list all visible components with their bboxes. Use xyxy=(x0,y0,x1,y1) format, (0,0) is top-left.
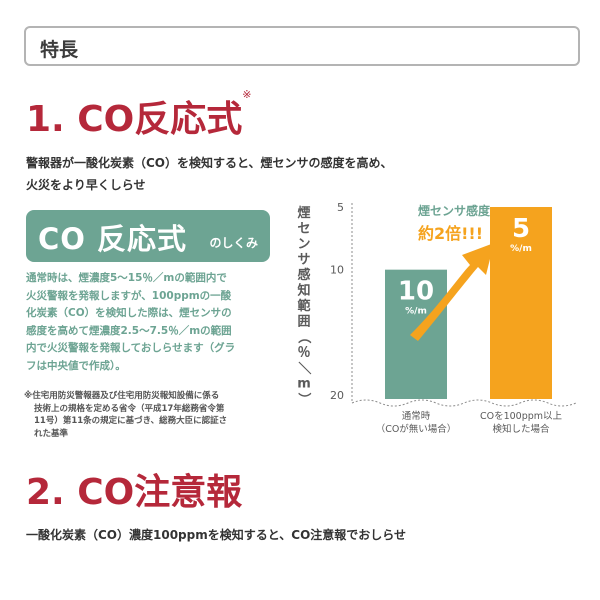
bar-unit-label: %/m xyxy=(510,244,532,254)
category-label: （COが無い場合） xyxy=(376,423,457,435)
bar-value-label: 10 xyxy=(398,277,434,307)
ylabel-char: 範 xyxy=(297,298,310,314)
footnote: ※住宅用防災警報器及び住宅用防災報知設備に係る 技術上の規格を定める省令（平成1… xyxy=(24,390,274,440)
body-line: フは中央値で作成）。 xyxy=(26,359,126,372)
section1-description-line: 警報器が一酸化炭素（CO）を検知すると、煙センサの感度を高め、 xyxy=(26,156,393,170)
header-title: 特長 xyxy=(40,39,79,61)
section1-title: 1. CO反応式※ xyxy=(26,88,252,142)
chart-bar xyxy=(490,207,552,399)
increase-arrow xyxy=(410,243,494,341)
footnote-line: 技術上の規格を定める省令（平成17年総務省令第 xyxy=(34,403,225,414)
header-box: 特長 xyxy=(24,26,580,66)
footnote-line: 11号）第11条の規定に基づき、総務大臣に認証さ xyxy=(34,416,228,426)
section2-title: 2. CO注意報 xyxy=(26,472,243,513)
y-tick-label: 5 xyxy=(337,201,344,214)
bar-unit-label: %/m xyxy=(405,307,427,317)
section2-description: 一酸化炭素（CO）濃度100ppmを検知すると、CO注意報でおしらせ xyxy=(26,528,407,542)
ylabel-char: 煙 xyxy=(297,205,310,221)
y-tick-label: 10 xyxy=(330,264,344,277)
co-mechanism-banner: CO 反応式 のしくみ xyxy=(26,210,270,262)
y-tick-label: 20 xyxy=(330,389,344,402)
annotation-title: 煙センサ感度 xyxy=(418,203,491,218)
category-label: 通常時 xyxy=(402,410,431,422)
ylabel-char: m xyxy=(297,377,311,392)
ylabel-char: 感 xyxy=(297,267,310,283)
chart-y-ticks: 5 10 20 xyxy=(330,201,344,402)
ylabel-char: ン xyxy=(297,237,310,252)
body-line: 感度を高めて煙濃度2.5～7.5％／mの範囲 xyxy=(26,324,232,337)
annotation-emphasis: 約2倍!!! xyxy=(418,224,483,243)
banner-main-text: CO 反応式 xyxy=(38,222,188,256)
mechanism-body-text: 通常時は、煙濃度5～15％／mの範囲内で 火災警報を発報しますが、100ppmの… xyxy=(26,270,272,375)
section1-title-text: 1. CO反応式 xyxy=(26,99,243,140)
footnote-line: れた基準 xyxy=(34,428,69,439)
ylabel-char: 知 xyxy=(297,283,310,299)
category-label: COを100ppm以上 xyxy=(480,411,563,422)
body-line: 化炭素（CO）を検知した際は、煙センサの xyxy=(26,307,232,319)
footnote-line: ※住宅用防災警報器及び住宅用防災報知設備に係る xyxy=(24,391,220,401)
body-line: 通常時は、煙濃度5～15％／mの範囲内で xyxy=(26,272,227,284)
body-line: 火災警報を発報しますが、100ppmの一酸 xyxy=(26,289,232,302)
ylabel-char: サ xyxy=(297,253,310,268)
chart-axis-wave xyxy=(351,399,577,407)
ylabel-char: ％ xyxy=(297,346,310,361)
ylabel-char: ） xyxy=(296,392,312,405)
banner-sub-text: のしくみ xyxy=(209,236,258,250)
bar-value-label: 5 xyxy=(512,214,530,244)
ylabel-char: ／ xyxy=(296,361,312,374)
section1-description-line: 火災をより早くしらせ xyxy=(26,178,146,192)
section1-description: 警報器が一酸化炭素（CO）を検知すると、煙センサの感度を高め、 火災をより早くし… xyxy=(26,152,496,196)
category-label: 検知した場合 xyxy=(492,423,550,435)
ylabel-char: 囲 xyxy=(297,315,310,330)
section1-title-mark: ※ xyxy=(242,88,252,101)
body-line: 内で火災警報を発報しておしらせます（グラ xyxy=(26,342,236,354)
ylabel-char: （ xyxy=(296,330,312,343)
ylabel-char: セ xyxy=(297,222,310,237)
